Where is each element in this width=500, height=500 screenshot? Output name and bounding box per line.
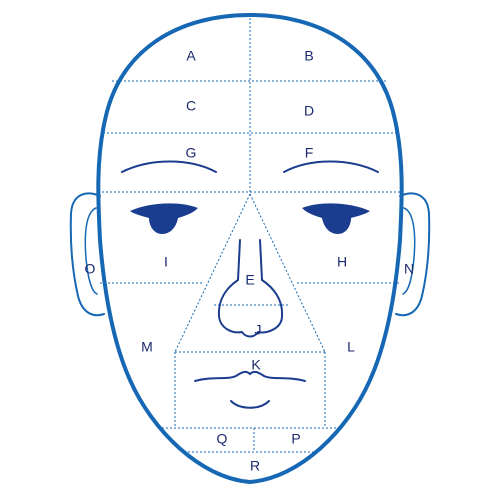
left-eye — [130, 203, 198, 234]
right-ear — [395, 192, 431, 317]
label-j: J — [255, 322, 262, 338]
label-f: F — [305, 145, 314, 161]
right-eyebrow — [283, 160, 379, 173]
label-e: E — [245, 272, 254, 288]
right-ear-inner — [402, 207, 416, 295]
label-h: H — [337, 254, 347, 270]
label-q: Q — [217, 431, 228, 447]
label-g: G — [186, 145, 197, 161]
label-r: R — [250, 458, 260, 474]
label-i: I — [164, 254, 168, 270]
nose-left-edge — [174, 193, 251, 353]
ears — [69, 192, 431, 317]
label-m: M — [141, 339, 153, 355]
label-d: D — [304, 103, 314, 119]
label-p: P — [291, 431, 300, 447]
facial-features — [121, 160, 379, 409]
upper-lip — [194, 370, 306, 382]
right-eye — [302, 203, 370, 234]
label-c: C — [186, 98, 196, 114]
region-grid — [98, 18, 402, 453]
label-k: K — [251, 357, 261, 373]
left-ear — [69, 192, 105, 317]
left-ear-inner — [84, 207, 98, 295]
region-labels: A B C D G F I H E O N J M L K Q P R — [85, 48, 415, 474]
label-n: N — [404, 261, 414, 277]
nose — [217, 239, 284, 338]
nose-right-edge — [249, 193, 326, 353]
label-a: A — [186, 48, 196, 64]
label-l: L — [347, 339, 355, 355]
label-b: B — [304, 48, 313, 64]
head-outline — [96, 13, 404, 484]
label-o: O — [85, 261, 96, 277]
lower-lip — [230, 400, 270, 409]
left-eyebrow — [121, 160, 217, 173]
